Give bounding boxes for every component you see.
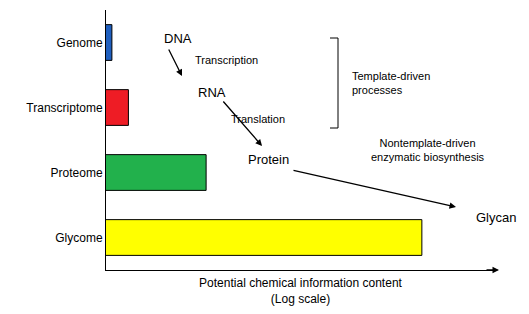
svg-text:Potential chemical information: Potential chemical information content(L… xyxy=(199,276,402,306)
svg-text:Glycome: Glycome xyxy=(55,231,103,245)
svg-text:Template-drivenprocesses: Template-drivenprocesses xyxy=(352,70,430,96)
svg-text:Nontemplate-drivenenzymatic bi: Nontemplate-drivenenzymatic biosynthesis xyxy=(371,137,485,163)
svg-text:Transcriptome: Transcriptome xyxy=(26,101,103,115)
svg-text:Glycan: Glycan xyxy=(476,210,516,225)
svg-text:Proteome: Proteome xyxy=(51,166,103,180)
svg-text:RNA: RNA xyxy=(198,85,226,100)
svg-text:Genome: Genome xyxy=(57,36,103,50)
svg-text:Translation: Translation xyxy=(231,113,285,125)
svg-text:DNA: DNA xyxy=(164,31,192,46)
svg-text:Transcription: Transcription xyxy=(195,54,258,66)
svg-text:Protein: Protein xyxy=(248,152,289,167)
